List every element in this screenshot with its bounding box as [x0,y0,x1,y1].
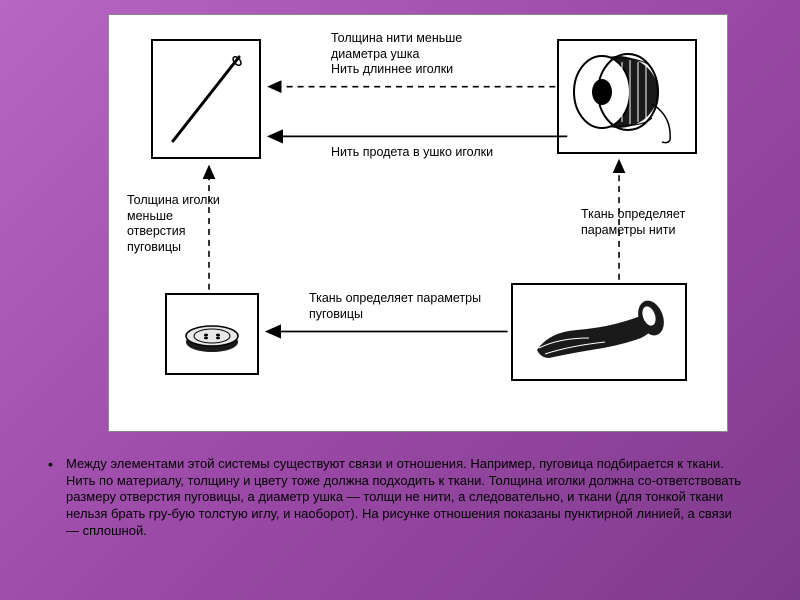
diagram-panel: Толщина нити меньшедиаметра ушкаНить дли… [108,14,728,432]
label-mid-solid: Нить продета в ушко иголки [331,145,541,161]
fabric-node [511,283,687,381]
label-bottom-solid: Ткань определяет параметрыпуговицы [309,291,509,322]
needle-node [151,39,261,159]
spool-node [557,39,697,154]
label-left-dashed: Толщина иголкименьшеотверстияпуговицы [127,193,247,256]
caption-text: Между элементами этой системы существуют… [66,456,746,539]
button-node [165,293,259,375]
label-right-dashed: Ткань определяетпараметры нити [581,207,721,238]
fabric-icon [519,288,679,376]
spool-icon [562,44,692,149]
button-icon [172,304,252,364]
needle-icon [161,49,251,149]
label-top-dashed: Толщина нити меньшедиаметра ушкаНить дли… [331,31,531,78]
